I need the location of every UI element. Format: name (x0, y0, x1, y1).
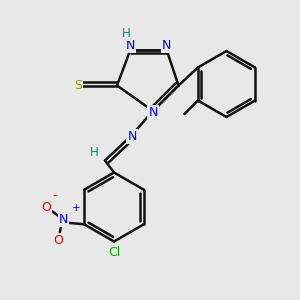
Text: N: N (162, 39, 171, 52)
Text: H: H (90, 146, 99, 160)
Text: N: N (126, 39, 135, 52)
Text: O: O (41, 201, 51, 214)
Text: Cl: Cl (108, 246, 120, 260)
Text: N: N (58, 213, 68, 226)
Text: H: H (122, 27, 130, 40)
Text: S: S (75, 79, 83, 92)
Text: +: + (72, 203, 81, 213)
Text: N: N (127, 130, 137, 143)
Text: -: - (52, 189, 57, 202)
Text: N: N (148, 106, 158, 119)
Text: O: O (53, 234, 63, 247)
